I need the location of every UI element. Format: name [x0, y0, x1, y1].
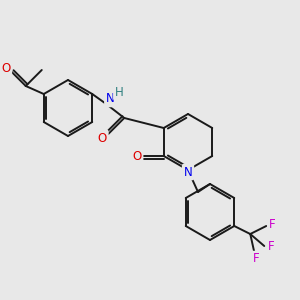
Text: N: N: [106, 92, 115, 106]
Text: H: H: [115, 85, 124, 98]
Text: O: O: [132, 149, 141, 163]
Text: O: O: [98, 131, 107, 145]
Text: F: F: [269, 218, 276, 232]
Text: N: N: [184, 166, 192, 178]
Text: F: F: [253, 253, 260, 266]
Text: O: O: [1, 61, 10, 74]
Text: F: F: [268, 239, 274, 253]
